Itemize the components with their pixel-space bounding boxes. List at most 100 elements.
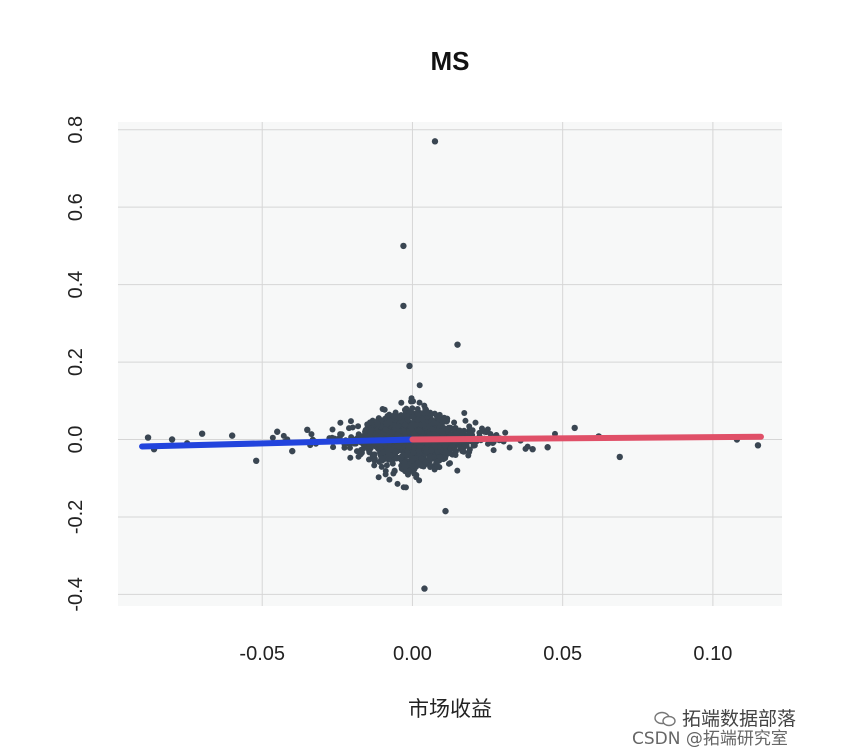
plot-panel (118, 122, 782, 606)
scatter-point (308, 431, 315, 438)
scatter-point (407, 408, 414, 415)
x-axis-label: 市场收益 (408, 697, 492, 721)
scatter-point (366, 443, 373, 450)
scatter-point (387, 446, 394, 453)
scatter-point (419, 416, 426, 423)
scatter-point (462, 417, 469, 424)
scatter-point (362, 428, 369, 435)
scatter-point (400, 427, 407, 434)
x-axis-ticks: -0.05 0.00 0.05 0.10 (239, 643, 732, 665)
scatter-point (228, 432, 236, 439)
scatter-point (522, 445, 529, 452)
scatter-point (444, 417, 451, 424)
x-tick-label: 0.05 (543, 643, 582, 665)
scatter-point (431, 138, 439, 145)
y-tick-label: -0.2 (65, 500, 87, 534)
scatter-point (360, 445, 367, 452)
scatter-point (571, 424, 578, 432)
scatter-point (472, 419, 479, 426)
scatter-point (430, 419, 437, 426)
scatter-point (304, 426, 311, 434)
scatter-point (406, 362, 413, 370)
scatter-point (456, 427, 463, 434)
scatter-point (394, 454, 401, 461)
scatter-point (463, 442, 470, 449)
scatter-point (544, 444, 551, 451)
scatter-point (408, 395, 415, 402)
scatter-point (347, 454, 354, 461)
scatter-point (402, 484, 409, 491)
scatter-point (382, 467, 389, 474)
scatter-point (405, 443, 412, 450)
scatter-point (426, 454, 433, 461)
scatter-point (506, 444, 513, 451)
y-tick-label: 0.4 (65, 271, 87, 299)
scatter-point (365, 456, 372, 463)
scatter-point (442, 442, 449, 449)
scatter-point (484, 426, 491, 433)
watermark-line2-text: CSDN @拓端研究室 (632, 729, 788, 749)
scatter-point (415, 447, 422, 454)
scatter-point (395, 422, 402, 429)
scatter-point (432, 443, 439, 450)
scatter-point (490, 447, 497, 454)
scatter-point (410, 449, 417, 456)
scatter-point (198, 430, 206, 437)
scatter-point (423, 448, 430, 455)
scatter-point (398, 399, 405, 406)
y-tick-label: 0.0 (65, 426, 87, 454)
watermark-line2: CSDN @拓端研究室 (632, 724, 788, 749)
scatter-point (376, 441, 383, 448)
scatter-point (408, 422, 415, 429)
scatter-point (400, 452, 407, 459)
scatter-point (329, 426, 336, 433)
scatter-point (346, 444, 353, 451)
chart-title: MS (431, 46, 470, 76)
scatter-point (330, 444, 337, 451)
scatter-point (371, 451, 378, 458)
scatter-point (168, 436, 176, 443)
scatter-point (428, 447, 435, 454)
scatter-point (421, 585, 428, 592)
x-tick-label: -0.05 (239, 643, 285, 665)
scatter-point (421, 409, 428, 416)
scatter-point (274, 428, 281, 435)
scatter-point (451, 419, 458, 426)
scatter-point (416, 427, 423, 434)
scatter-point (414, 405, 421, 412)
scatter-point (371, 462, 378, 469)
fit-lines (139, 433, 764, 450)
scatter-point (616, 453, 623, 461)
scatter-point (389, 460, 396, 467)
scatter-point (442, 507, 449, 515)
scatter-point (401, 421, 408, 428)
scatter-point (378, 455, 385, 462)
scatter-point (754, 442, 762, 449)
scatter-point (401, 412, 408, 419)
scatter-point (414, 416, 421, 423)
grid-lines (118, 122, 782, 606)
y-tick-label: 0.6 (65, 193, 87, 221)
scatter-point (502, 429, 509, 436)
scatter-point (367, 419, 374, 426)
scatter-point (400, 242, 407, 250)
scatter-point (431, 410, 438, 417)
x-tick-label: 0.00 (393, 643, 432, 665)
wechat-icon (654, 711, 676, 727)
x-tick-label: 0.10 (693, 643, 732, 665)
scatter-point (144, 434, 152, 441)
positive-fit-line (409, 433, 764, 443)
y-tick-label: 0.8 (65, 116, 87, 144)
scatter-point (410, 431, 417, 438)
scatter-point (381, 406, 388, 413)
scatter-point (451, 446, 458, 453)
scatter-point (416, 382, 423, 389)
scatter-point (353, 448, 360, 455)
scatter-point (401, 459, 408, 466)
scatter-point (454, 467, 461, 474)
scatter-point (461, 410, 468, 417)
watermark-line1-text: 拓端数据部落 (682, 708, 797, 730)
scatter-point (402, 464, 409, 471)
scatter-point (338, 431, 345, 438)
scatter-point (383, 462, 390, 469)
